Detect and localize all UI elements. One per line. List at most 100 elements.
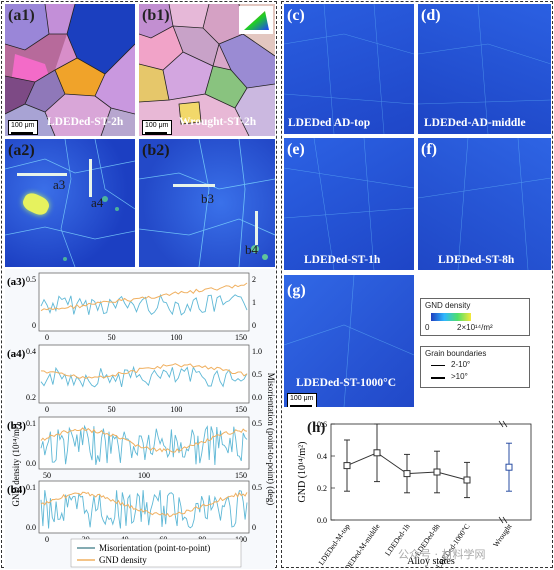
right-figure-frame: [281, 1, 553, 568]
profile-x-tick: 150: [235, 471, 247, 480]
profile-x-tick: 50: [108, 333, 116, 342]
profile-right-tick: 1.0: [252, 347, 262, 356]
ipf-map-b1: (b1) Wrought-ST-2h 100 μm: [139, 4, 275, 136]
scale-bar-b1: 100 μm: [142, 120, 172, 135]
profile-label: (b3): [7, 420, 26, 432]
h-ylabel: GND (10¹⁴/m²): [297, 442, 308, 503]
profile-x-tick: 100: [170, 333, 182, 342]
profile-plot-frame: [38, 272, 250, 332]
caption-a1: LDEDed-ST-2h: [47, 116, 124, 128]
panel-label-b2: (b2): [142, 142, 170, 159]
gnd-density-line: [40, 491, 248, 518]
caption-e: LDEDed-ST-1h: [304, 254, 381, 266]
profile-x-tick: 0: [45, 405, 49, 414]
gnd-legend-max: 2×10¹⁴/m²: [457, 323, 493, 332]
ipf-grains-a1: [5, 4, 135, 136]
panel-label-f: (f): [421, 141, 437, 158]
gnd-map-d: (d) LDEDed-AD-middle: [418, 4, 551, 134]
gnd-density-line: [40, 282, 248, 312]
profile-left-tick: 0.5: [26, 275, 36, 284]
line-label-a4: a4: [91, 195, 104, 210]
panel-label-b1: (b1): [142, 7, 170, 24]
gnd-density-line: [40, 427, 248, 453]
h-data-point: [505, 463, 513, 471]
profile-label: (a4): [7, 348, 26, 360]
panel-label-e: (e): [287, 141, 305, 158]
gb-legend-title: Grain boundaries: [425, 349, 487, 358]
legend-misorientation: Misorientation (point-to-point): [99, 543, 210, 553]
scale-bar-g: 100 μm: [287, 393, 317, 407]
line-label-b3: b3: [201, 191, 214, 206]
profile-left-tick: 0.1: [26, 419, 36, 428]
panel-label-a2: (a2): [8, 142, 35, 159]
gb-legend-item-high: >10°: [451, 372, 468, 381]
profile-x-tick: 150: [235, 405, 247, 414]
profile-right-tick: 0: [252, 523, 256, 532]
profile-label: (a3): [7, 276, 26, 288]
panel-label-g: (g): [287, 282, 306, 299]
profile-x-tick: 100: [138, 471, 150, 480]
line-profile-b3: [173, 184, 215, 187]
misorientation-line: [40, 424, 248, 466]
misorientation-line: [40, 490, 248, 529]
gnd-map-g: (g) LDEDed-ST-1000°C 100 μm: [284, 275, 414, 407]
grain-boundaries-legend: Grain boundaries 2-10° >10°: [420, 346, 530, 388]
profile-left-tick: 0.0: [26, 523, 36, 532]
h-y-tick-label: 0.0: [317, 516, 327, 525]
legend-gnd-density: GND density: [99, 555, 147, 565]
gnd-legend-title: GND density: [425, 301, 471, 310]
profile-right-tick: 0.0: [252, 393, 262, 402]
watermark: 公众号 · 材料学网: [398, 548, 486, 561]
gnd-color-bar: [431, 313, 471, 321]
scale-bar-a1: 100 μm: [8, 120, 38, 135]
profile-right-tick: 1: [252, 298, 256, 307]
profile-plot-frame: [38, 344, 250, 404]
profile-x-tick: 150: [235, 333, 247, 342]
gb-legend-item-low: 2-10°: [451, 360, 471, 369]
misorientation-line: [40, 365, 248, 388]
h-data-point: [373, 449, 381, 457]
profile-right-tick: 2: [252, 275, 256, 284]
caption-f: LDEDed-ST-8h: [438, 254, 515, 266]
h-data-point: [463, 476, 471, 484]
profile-right-tick: 0: [252, 321, 256, 330]
h-data-point: [343, 462, 351, 470]
gnd-map-c: (c) LDEDed AD-top: [284, 4, 414, 134]
profile-ylabel-right: Misorientation (point-to-point) (deg): [266, 373, 275, 505]
panel-label-c: (c): [287, 7, 305, 24]
profile-x-tick: 100: [170, 405, 182, 414]
profile-x-tick: 0: [45, 333, 49, 342]
profile-label: (b4): [7, 484, 26, 496]
gnd-legend-min: 0: [425, 323, 430, 332]
profile-x-tick: 0: [45, 535, 49, 544]
h-y-tick-label: 0.6: [317, 420, 327, 429]
gnd-texture-a2: [5, 139, 135, 267]
gnd-density-line: [40, 363, 248, 379]
caption-g: LDEDed-ST-1000°C: [296, 377, 397, 389]
h-data-point: [403, 470, 411, 478]
gnd-map-a2: a3 a4 (a2): [5, 139, 135, 267]
profile-x-tick: 50: [43, 471, 51, 480]
profile-legend: [70, 538, 242, 568]
gnd-map-e: (e) LDEDed-ST-1h: [284, 138, 414, 270]
profile-left-tick: 0.0: [26, 459, 36, 468]
panel-label-a1: (a1): [8, 7, 35, 24]
h-x-tick-label: Wrought: [491, 521, 514, 549]
misorientation-line: [40, 293, 248, 316]
profile-x-tick: 50: [108, 405, 116, 414]
axis-break-top: [498, 420, 508, 428]
profile-right-tick: 0.5: [252, 419, 262, 428]
profile-left-tick: 0.2: [26, 393, 36, 402]
line-label-a3: a3: [53, 177, 66, 192]
caption-b1: Wrought-ST-2h: [179, 116, 257, 128]
profile-left-tick: 0.1: [26, 483, 36, 492]
profile-left-tick: 0: [32, 321, 36, 330]
caption-d: LDEDed-AD-middle: [424, 117, 526, 129]
profile-right-tick: 0.5: [252, 370, 262, 379]
h-y-tick-label: 0.4: [317, 452, 327, 461]
gnd-map-b2: b3 b4 (b2): [139, 139, 275, 267]
caption-c: LDEDed AD-top: [288, 117, 371, 129]
line-profile-a3: [17, 173, 67, 176]
ipf-color-key-icon: [239, 6, 273, 34]
